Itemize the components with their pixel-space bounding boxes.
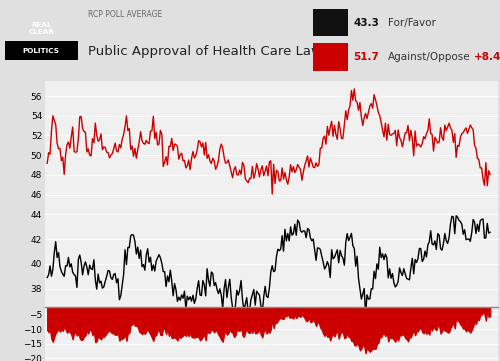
- Text: 51.7: 51.7: [353, 52, 379, 62]
- Text: POLITICS: POLITICS: [23, 48, 60, 54]
- Text: Against/Oppose: Against/Oppose: [388, 52, 471, 62]
- Text: RCP POLL AVERAGE: RCP POLL AVERAGE: [88, 10, 162, 19]
- Text: 43.3: 43.3: [353, 18, 379, 27]
- Text: Public Approval of Health Care Law: Public Approval of Health Care Law: [88, 45, 322, 58]
- Bar: [5, 41, 78, 60]
- Text: REAL
CLEAR: REAL CLEAR: [28, 22, 54, 35]
- Text: For/Favor: For/Favor: [388, 18, 436, 27]
- Bar: [312, 9, 348, 36]
- Text: +8.4: +8.4: [474, 52, 500, 62]
- Bar: [312, 43, 348, 70]
